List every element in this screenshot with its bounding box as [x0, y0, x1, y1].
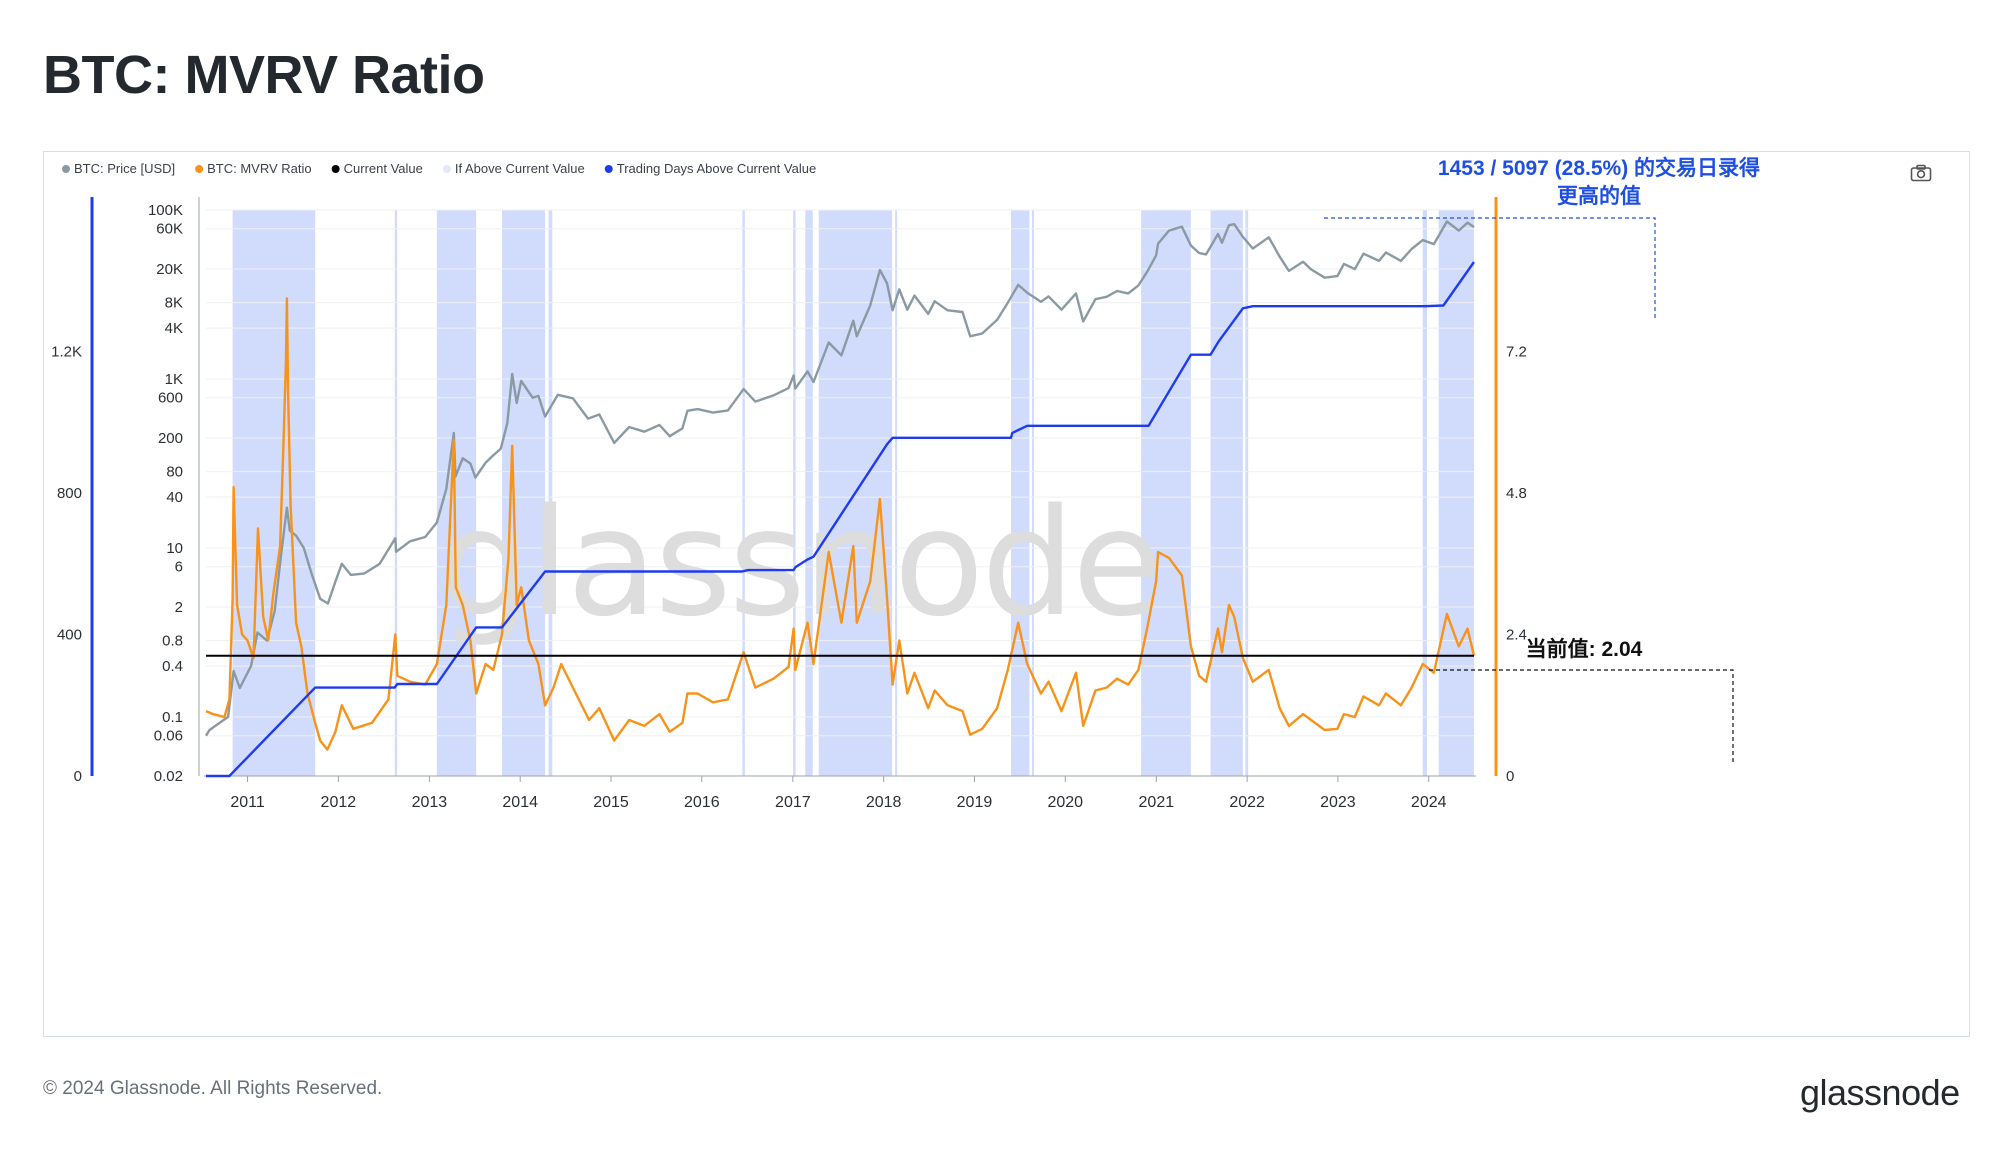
- legend-marker: [62, 165, 70, 173]
- summary-connector: [1324, 217, 1656, 320]
- price-axis-tick: 2: [175, 599, 183, 616]
- x-axis-tick: 2011: [230, 794, 265, 811]
- chart-annotations: 1453 / 5097 (28.5%) 的交易日录得 更高的值 当前值: 2.0…: [1324, 156, 1760, 764]
- right-axis-tick: 7.2: [1506, 344, 1527, 361]
- left-axis-tick: 400: [57, 627, 82, 644]
- x-axis-tick: 2012: [321, 794, 357, 811]
- price-axis-tick: 6: [175, 559, 183, 576]
- x-axis-tick: 2020: [1047, 794, 1083, 811]
- price-axis-tick: 1K: [165, 371, 183, 388]
- if-above-band: [1141, 210, 1191, 776]
- price-axis-tick: 10: [166, 540, 183, 557]
- legend-item-label: BTC: Price [USD]: [74, 161, 175, 176]
- if-above-band: [1422, 210, 1427, 776]
- x-axis-tick: 2013: [412, 794, 448, 811]
- summary-annotation-line2: 更高的值: [1557, 184, 1641, 208]
- legend-item-label: If Above Current Value: [455, 161, 585, 176]
- price-axis-tick: 80: [166, 464, 183, 481]
- legend-item-label: Current Value: [344, 161, 423, 176]
- price-series-line: [204, 220, 1475, 737]
- legend-item-label: Trading Days Above Current Value: [617, 161, 816, 176]
- chart-series: [204, 220, 1476, 778]
- brand-logo: glassnode: [1800, 1072, 1960, 1113]
- x-axis-tick: 2023: [1320, 794, 1356, 811]
- price-axis-tick: 4K: [165, 320, 183, 337]
- chart-legend[interactable]: BTC: Price [USD] BTC: MVRV Ratio Current V…: [62, 161, 816, 176]
- legend-marker: [195, 165, 204, 173]
- left-axis-tick: 800: [57, 485, 82, 502]
- price-axis-tick: 20K: [156, 261, 183, 278]
- if-above-band: [895, 210, 898, 776]
- x-axis-tick: 2015: [593, 794, 629, 811]
- x-axis-tick: 2017: [775, 794, 811, 811]
- price-axis-tick: 200: [158, 430, 183, 447]
- camera-icon[interactable]: [1910, 164, 1932, 187]
- if-above-band: [1031, 210, 1034, 776]
- if-above-band: [793, 210, 796, 776]
- if-above-band: [394, 210, 398, 776]
- if-above-band: [805, 210, 813, 776]
- right-axis-tick: 2.4: [1506, 627, 1527, 644]
- x-axis-tick: 2016: [684, 794, 720, 811]
- current-value-connector: [1429, 669, 1734, 764]
- price-axis-tick: 0.8: [162, 633, 183, 650]
- y-axes: 0 400 800 1.2K 0.02 0.06 0.1 0.4 0.8 2 6 10 40 80 200 6…: [51, 197, 1527, 785]
- if-above-band: [1245, 210, 1249, 776]
- x-axis-tick: 2014: [502, 794, 538, 811]
- price-axis-tick: 600: [158, 390, 183, 407]
- legend-marker: [331, 165, 340, 173]
- legend-marker: [604, 165, 613, 173]
- if-above-band: [502, 210, 546, 776]
- right-axis-tick: 4.8: [1506, 485, 1527, 502]
- chart-container: BTC: Price [USD] BTC: MVRV Ratio Current V…: [43, 151, 1970, 1037]
- trading-days-series-line: [206, 261, 1475, 778]
- price-axis-tick: 0.4: [162, 658, 183, 675]
- price-axis-tick: 100K: [148, 202, 183, 219]
- x-axis-tick: 2022: [1229, 794, 1265, 811]
- x-axis-tick: 2018: [866, 794, 902, 811]
- if-above-band: [548, 210, 553, 776]
- x-axis-tick: 2024: [1411, 794, 1447, 811]
- price-axis-tick: 40: [166, 489, 183, 506]
- left-axis-tick: 0: [74, 768, 82, 785]
- right-axis-tick: 0: [1506, 768, 1514, 785]
- price-axis-tick: 0.02: [154, 768, 183, 785]
- price-axis-tick: 0.1: [162, 709, 183, 726]
- x-axis: 2011 2012 2013 2014 2015 2016 2017 2018 2019 2020…: [204, 775, 1476, 811]
- chart-plot[interactable]: BTC: Price [USD] BTC: MVRV Ratio Current V…: [44, 152, 1969, 1036]
- watermark: glassnode: [438, 477, 1160, 649]
- current-value-annotation: 当前值: 2.04: [1526, 637, 1643, 661]
- copyright-text: © 2024 Glassnode. All Rights Reserved.: [43, 1078, 383, 1099]
- if-above-band: [436, 210, 477, 776]
- if-above-band: [232, 210, 316, 776]
- left-axis-tick: 1.2K: [51, 344, 82, 361]
- mvrv-series-line: [205, 297, 1476, 751]
- price-axis-tick: 60K: [156, 221, 183, 238]
- if-above-band: [1210, 210, 1243, 776]
- price-axis-tick: 8K: [165, 295, 183, 312]
- legend-marker: [442, 165, 451, 173]
- x-axis-tick: 2019: [957, 794, 993, 811]
- if-above-band: [1438, 210, 1474, 776]
- if-above-band: [742, 210, 745, 776]
- summary-annotation-line1: 1453 / 5097 (28.5%) 的交易日录得: [1438, 156, 1760, 180]
- legend-item-label: BTC: MVRV Ratio: [207, 161, 312, 176]
- price-axis-tick: 0.06: [154, 728, 183, 745]
- page-title: BTC: MVRV Ratio: [43, 45, 485, 105]
- x-axis-tick: 2021: [1139, 794, 1175, 811]
